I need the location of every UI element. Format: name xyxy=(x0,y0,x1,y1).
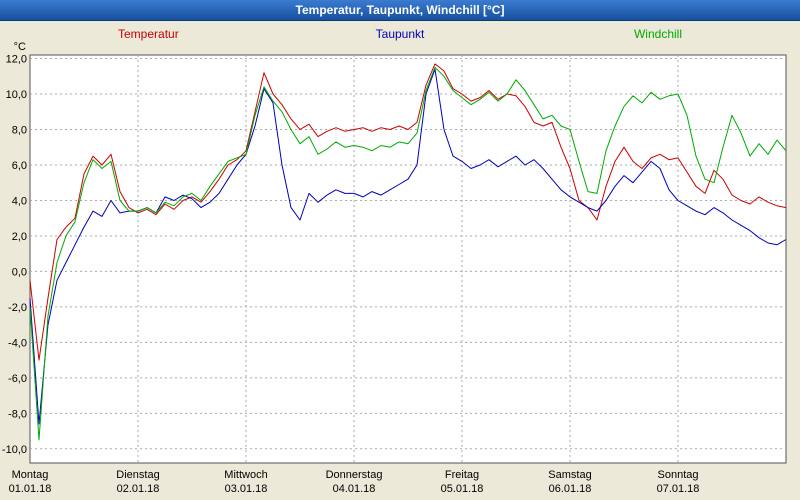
x-date-label: 01.01.18 xyxy=(9,483,52,495)
y-tick-label: -8,0 xyxy=(8,408,27,420)
y-tick-label: 8,0 xyxy=(12,125,27,137)
y-tick-label: 0,0 xyxy=(12,266,27,278)
y-tick-label: -10,0 xyxy=(2,444,27,456)
y-tick-label: -6,0 xyxy=(8,373,27,385)
legend-item-temperatur: Temperatur xyxy=(118,27,179,41)
x-date-label: 06.01.18 xyxy=(549,483,592,495)
y-tick-label: -2,0 xyxy=(8,302,27,314)
x-day-label: Freitag xyxy=(445,469,479,481)
chart-legend: Temperatur Taupunkt Windchill xyxy=(0,27,800,42)
legend-item-windchill: Windchill xyxy=(633,27,682,41)
y-tick-label: -4,0 xyxy=(8,337,27,349)
x-day-label: Montag xyxy=(12,469,49,481)
x-day-label: Samstag xyxy=(548,469,591,481)
series-windchill xyxy=(29,66,787,441)
x-date-label: 04.01.18 xyxy=(333,483,376,495)
x-date-label: 05.01.18 xyxy=(441,483,484,495)
y-axis-unit-label: °C xyxy=(14,41,26,53)
x-day-label: Donnerstag xyxy=(326,469,383,481)
x-day-label: Dienstag xyxy=(116,469,159,481)
x-date-label: 07.01.18 xyxy=(657,483,700,495)
x-date-label: 03.01.18 xyxy=(225,483,268,495)
y-tick-label: 12,0 xyxy=(6,54,27,66)
y-tick-label: 10,0 xyxy=(6,89,27,101)
x-date-label: 02.01.18 xyxy=(117,483,160,495)
plot-area xyxy=(29,54,787,464)
window-title: Temperatur, Taupunkt, Windchill [°C] xyxy=(295,3,505,17)
weather-chart: °C12,0 10,0 8,0 6,0 4,0 2,0 0,0 -2,0 -4,0 -6,0 -8,… xyxy=(2,41,787,495)
y-tick-label: 2,0 xyxy=(12,231,27,243)
window-title-bar: Temperatur, Taupunkt, Windchill [°C] xyxy=(0,0,800,21)
x-day-label: Sonntag xyxy=(658,469,699,481)
x-day-label: Mittwoch xyxy=(224,469,267,481)
series-temperatur xyxy=(29,63,787,361)
y-tick-label: 4,0 xyxy=(12,195,27,207)
y-tick-label: 6,0 xyxy=(12,160,27,172)
legend-item-taupunkt: Taupunkt xyxy=(375,27,425,41)
